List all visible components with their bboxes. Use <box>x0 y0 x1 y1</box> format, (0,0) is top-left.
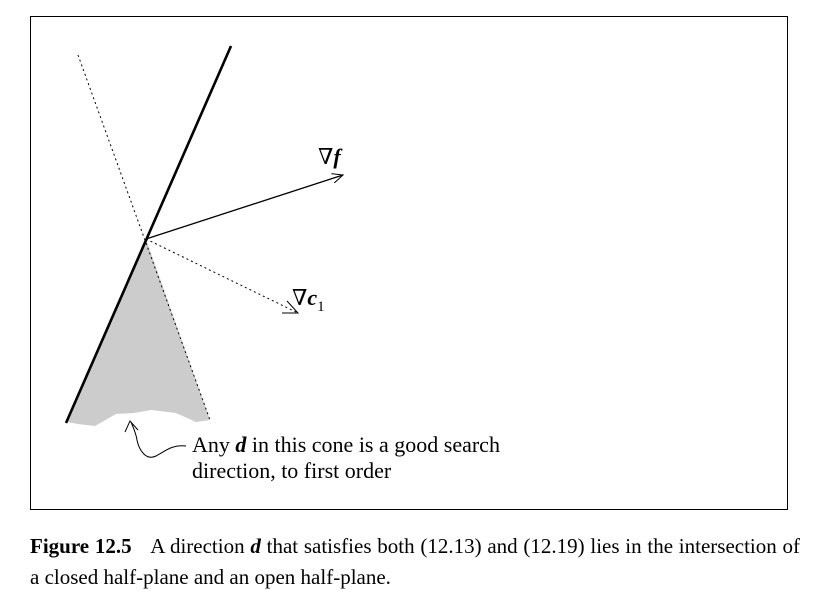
annotation-line-2: direction, to first order <box>192 458 392 483</box>
grad-c1-arrowhead <box>282 300 300 314</box>
caption-symbol: d <box>250 534 261 558</box>
solid-boundary-line <box>64 45 233 424</box>
good-direction-cone <box>67 239 210 426</box>
nabla-symbol: ∇ <box>318 144 333 169</box>
caption-label: Figure 12.5 <box>30 534 132 558</box>
c-symbol: c <box>307 285 317 310</box>
annotation-line-1: Any d in this cone is a good search <box>192 432 500 457</box>
grad-c1-label: ∇c1 <box>292 285 325 315</box>
annotation-pointer-arrowhead <box>124 420 139 433</box>
grad-c1-arrow <box>145 238 299 314</box>
grad-f-label: ∇f <box>318 144 343 169</box>
figure-frame <box>30 16 788 510</box>
grad-f-arrow <box>145 175 343 240</box>
annotation-pointer <box>130 421 187 458</box>
c-subscript: 1 <box>317 299 325 315</box>
nabla-symbol: ∇ <box>292 285 307 310</box>
caption-text-after: that satisfies both (12.13) and (12.19) … <box>30 534 800 589</box>
figure-caption: Figure 12.5 A direction d that satisfies… <box>30 531 800 593</box>
figure-diagram: ∇f ∇c1 Any d in this cone is a good sear… <box>30 16 788 510</box>
caption-text-before: A direction <box>150 534 245 558</box>
f-symbol: f <box>333 144 343 169</box>
